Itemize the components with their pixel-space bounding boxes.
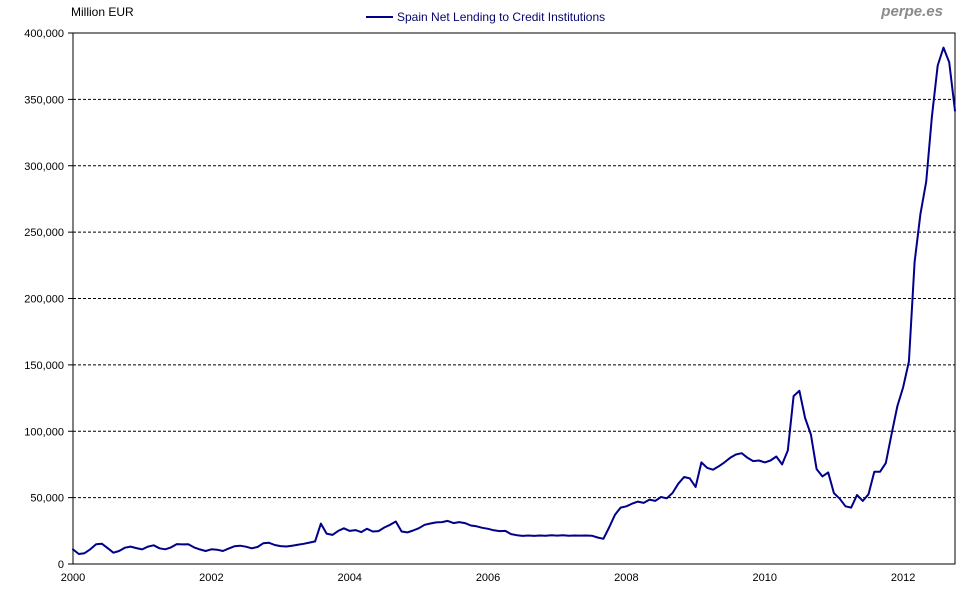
legend-label: Spain Net Lending to Credit Institutions bbox=[397, 10, 606, 24]
x-axis-tick-label: 2010 bbox=[753, 572, 777, 584]
watermark: perpe.es bbox=[881, 3, 943, 20]
x-axis-tick-label: 2008 bbox=[614, 572, 638, 584]
y-axis-tick-label: 100,000 bbox=[24, 426, 64, 438]
y-axis-tick-label: 350,000 bbox=[24, 94, 64, 106]
y-axis-tick-label: 0 bbox=[58, 559, 64, 571]
x-axis-tick-label: 2000 bbox=[61, 572, 85, 584]
y-axis-tick-label: 150,000 bbox=[24, 360, 64, 372]
y-axis-tick-label: 250,000 bbox=[24, 227, 64, 239]
legend: Spain Net Lending to Credit Institutions bbox=[366, 10, 605, 24]
y-axis-tick-label: 200,000 bbox=[24, 294, 64, 306]
y-axis-tick-label: 50,000 bbox=[30, 493, 64, 505]
x-axis-tick-label: 2004 bbox=[337, 572, 361, 584]
x-axis-tick-label: 2006 bbox=[476, 572, 500, 584]
x-axis-tick-label: 2012 bbox=[891, 572, 915, 584]
legend-line-swatch bbox=[366, 16, 393, 18]
y-axis-tick-label: 300,000 bbox=[24, 161, 64, 173]
y-axis-tick-label: 400,000 bbox=[24, 28, 64, 40]
data-series-line bbox=[72, 46, 956, 555]
x-axis-tick-label: 2002 bbox=[199, 572, 223, 584]
y-axis-title: Million EUR bbox=[71, 5, 134, 19]
